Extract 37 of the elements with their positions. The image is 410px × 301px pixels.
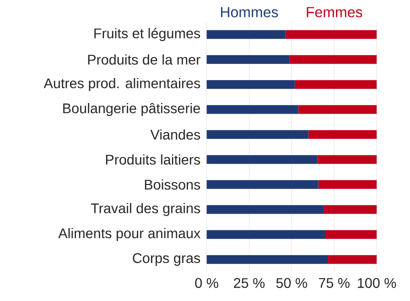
y-tick-label: Aliments pour animaux — [58, 228, 200, 242]
x-tick-label: 0 % — [195, 278, 218, 288]
x-tick-label: 100 % — [358, 278, 396, 288]
y-tick-label: Boulangerie pâtisserie — [63, 102, 200, 116]
bar — [206, 130, 308, 139]
bar — [290, 55, 377, 64]
y-tick-label: Corps gras — [132, 253, 200, 266]
bar — [206, 30, 286, 39]
bar — [317, 155, 377, 164]
bar — [206, 230, 325, 239]
series-label: Hommes — [221, 7, 278, 18]
x-tick-label: 75 % — [318, 278, 350, 288]
bar — [206, 205, 324, 214]
bar — [206, 105, 298, 114]
bar — [324, 230, 377, 239]
y-tick-label: Fruits et légumes — [94, 28, 200, 42]
bar — [206, 80, 295, 89]
bar — [298, 105, 377, 114]
x-tick-label: 50 % — [276, 278, 308, 288]
bar — [286, 30, 377, 39]
y-tick-label: Viandes — [150, 129, 200, 140]
y-tick-label: Autres prod. alimentaires — [44, 78, 200, 92]
bar — [308, 130, 377, 139]
bar — [328, 255, 377, 264]
bar — [206, 255, 328, 264]
y-tick-label: Travail des grains — [90, 202, 200, 216]
bar — [206, 55, 290, 64]
y-tick-label: Produits laitiers — [106, 154, 200, 165]
bar — [206, 180, 318, 189]
series-label: Femmes — [306, 7, 362, 18]
bar — [318, 180, 377, 189]
bar — [294, 80, 377, 89]
bar — [324, 205, 377, 214]
bar — [206, 155, 318, 164]
y-tick-label: Produits de la mer — [88, 54, 200, 65]
y-tick-label: Boissons — [144, 179, 200, 190]
x-tick-label: 25 % — [234, 278, 265, 288]
